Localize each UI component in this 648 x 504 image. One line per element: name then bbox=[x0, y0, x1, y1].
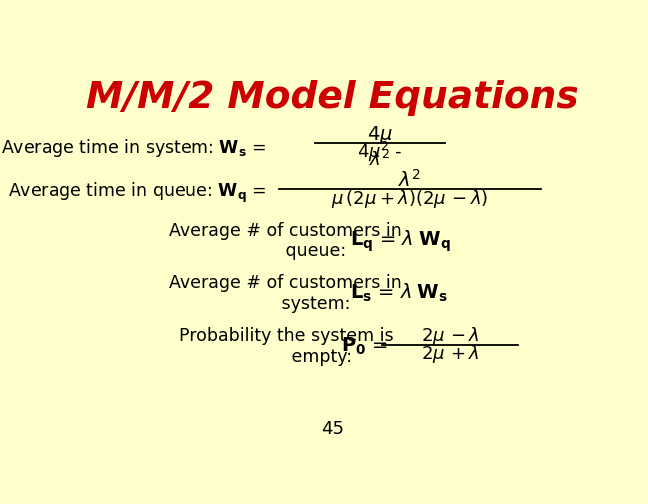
Text: M/M/2 Model Equations: M/M/2 Model Equations bbox=[86, 80, 579, 116]
Text: $2\mu\,+\lambda$: $2\mu\,+\lambda$ bbox=[421, 343, 480, 365]
Text: $\mathbf{L_q}$ = $\lambda\;\mathbf{W_q}$: $\mathbf{L_q}$ = $\lambda\;\mathbf{W_q}$ bbox=[350, 228, 450, 254]
Text: Average # of customers in
           queue:: Average # of customers in queue: bbox=[169, 222, 402, 261]
Text: Probability the system is
             empty:: Probability the system is empty: bbox=[179, 327, 393, 366]
Text: $\lambda^2$: $\lambda^2$ bbox=[399, 169, 421, 191]
Text: $\mu\,(2\mu + \lambda)(2\mu\,-\lambda)$: $\mu\,(2\mu + \lambda)(2\mu\,-\lambda)$ bbox=[331, 187, 489, 210]
Text: Average time in system: $\mathbf{W_s}$ =: Average time in system: $\mathbf{W_s}$ = bbox=[1, 137, 267, 159]
Text: $\mathbf{L_s}$ = $\lambda\;\mathbf{W_s}$: $\mathbf{L_s}$ = $\lambda\;\mathbf{W_s}$ bbox=[350, 282, 448, 304]
Text: $2\mu\,-\lambda$: $2\mu\,-\lambda$ bbox=[421, 325, 480, 347]
Text: Average time in queue: $\mathbf{W_q}$ =: Average time in queue: $\mathbf{W_q}$ = bbox=[8, 180, 267, 205]
Text: 45: 45 bbox=[321, 420, 343, 438]
Text: $\mathbf{P_0}$ =: $\mathbf{P_0}$ = bbox=[341, 336, 388, 357]
Text: $\lambda^2$: $\lambda^2$ bbox=[369, 150, 391, 170]
Text: Average # of customers in
           system:: Average # of customers in system: bbox=[169, 274, 402, 312]
Text: $4\mu$: $4\mu$ bbox=[367, 124, 393, 146]
Text: $4\mu^2$ -: $4\mu^2$ - bbox=[357, 140, 402, 164]
